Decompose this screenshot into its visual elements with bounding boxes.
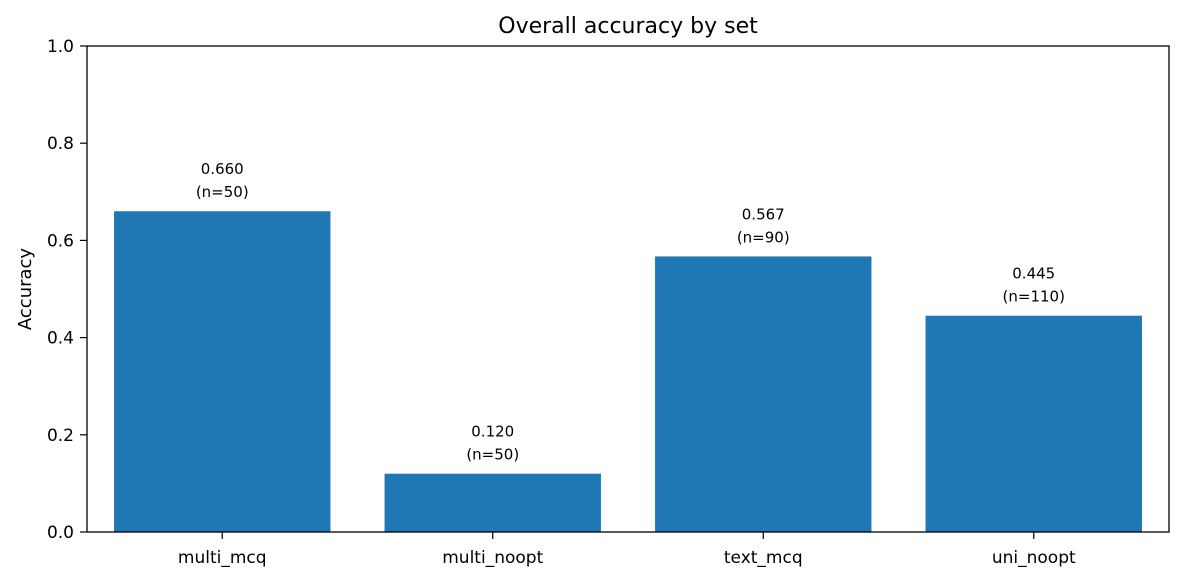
bar-text_mcq [655, 256, 872, 532]
value-label-uni_noopt: 0.445 [1012, 265, 1055, 283]
x-axis-ticks: multi_mcq multi_noopt text_mcq uni_noopt [178, 532, 1076, 568]
bar-uni_noopt [925, 315, 1142, 532]
value-label-multi_noopt: 0.120 [471, 423, 514, 441]
bar-multi_noopt [384, 473, 601, 532]
count-label-multi_mcq: (n=50) [196, 183, 249, 201]
y-tick-label-4: 0.8 [47, 134, 74, 154]
plot-frame [86, 45, 1170, 533]
bars-layer [114, 211, 1142, 533]
data-labels-layer: 0.660 (n=50) 0.120 (n=50) 0.567 (n=90) 0.445 (n… [196, 160, 1065, 463]
y-axis-label: Accuracy [15, 248, 36, 331]
x-tick-label-text_mcq: text_mcq [724, 548, 803, 568]
value-label-multi_mcq: 0.660 [201, 160, 244, 178]
y-axis-ticks: 0.0 0.2 0.4 0.6 0.8 1.0 [47, 37, 87, 543]
y-tick-label-1: 0.2 [47, 426, 74, 446]
value-label-text_mcq: 0.567 [742, 205, 785, 223]
bar-multi_mcq [114, 211, 331, 533]
x-tick-label-multi_noopt: multi_noopt [442, 548, 543, 568]
y-tick-label-5: 1.0 [47, 37, 74, 57]
y-tick-label-3: 0.6 [47, 231, 74, 251]
count-label-uni_noopt: (n=110) [1003, 288, 1065, 306]
y-tick-label-2: 0.4 [47, 329, 74, 349]
count-label-multi_noopt: (n=50) [466, 446, 519, 464]
y-tick-label-0: 0.0 [47, 523, 74, 543]
count-label-text_mcq: (n=90) [737, 228, 790, 246]
chart-title: Overall accuracy by set [498, 14, 758, 39]
x-tick-label-uni_noopt: uni_noopt [992, 548, 1076, 568]
x-tick-label-multi_mcq: multi_mcq [178, 548, 267, 568]
